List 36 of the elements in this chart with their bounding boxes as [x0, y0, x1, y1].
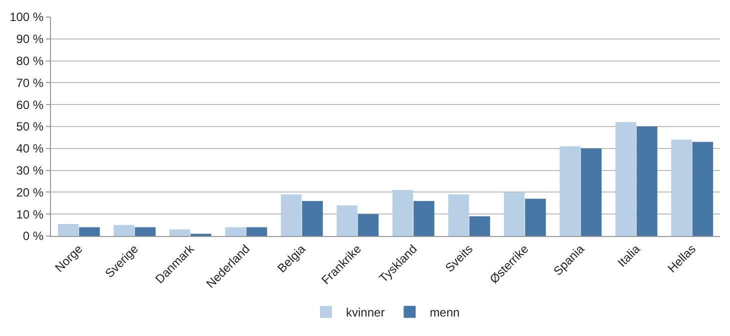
bar	[336, 205, 358, 236]
y-tick-label: 60 %	[16, 98, 44, 112]
bar	[134, 227, 156, 236]
y-tick-label: 90 %	[16, 32, 44, 46]
y-tick-label: 0 %	[22, 229, 44, 244]
bar	[448, 194, 469, 236]
bar	[246, 227, 268, 236]
bar	[671, 140, 692, 236]
bar	[169, 229, 190, 236]
bar	[692, 142, 714, 236]
y-tick-label: 30 %	[16, 164, 44, 178]
bar	[469, 216, 490, 236]
bar	[358, 214, 379, 236]
bar	[302, 200, 323, 236]
bar	[114, 225, 134, 236]
bar	[560, 146, 580, 236]
bar	[580, 148, 602, 236]
y-tick-label: 80 %	[16, 54, 44, 68]
bar	[525, 198, 546, 236]
bar	[615, 122, 636, 236]
y-tick-label: 40 %	[16, 142, 44, 156]
bar	[225, 227, 246, 236]
bar	[58, 224, 79, 236]
y-tick-label: 100 %	[10, 10, 44, 24]
y-tick-label: 70 %	[16, 76, 44, 90]
legend-label: kvinner	[346, 306, 385, 320]
y-tick-label: 50 %	[16, 120, 44, 134]
bar	[280, 194, 302, 236]
bar	[636, 126, 658, 236]
bar	[414, 200, 434, 236]
bar	[504, 192, 525, 236]
legend-label: menn	[430, 306, 460, 320]
y-tick-label: 10 %	[16, 207, 44, 222]
bar	[392, 190, 414, 236]
bar	[79, 227, 100, 236]
y-tick-label: 20 %	[16, 185, 44, 200]
